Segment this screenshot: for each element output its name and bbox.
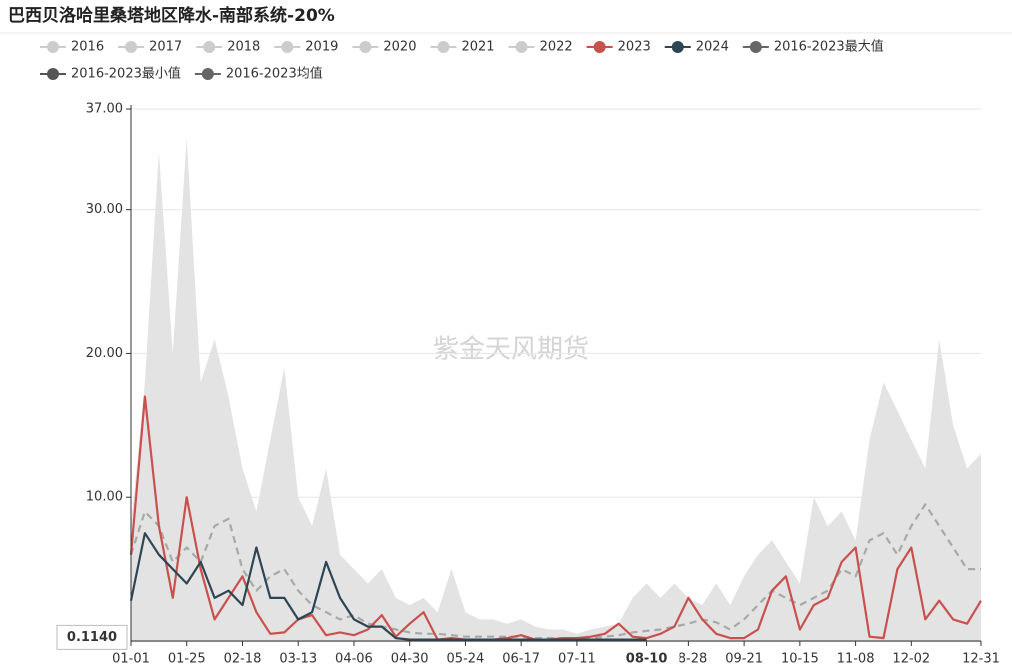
legend-item[interactable]: 2018 (196, 40, 260, 55)
x-tick-label: 09-21 (725, 652, 763, 667)
y-pointer-box (56, 624, 128, 650)
legend-label: 2016-2023最小值 (71, 66, 181, 82)
legend-marker (203, 41, 216, 53)
x-tick-label: 12-31 (962, 652, 1000, 667)
legend-label: 2024 (696, 40, 729, 55)
legend-marker (593, 41, 606, 53)
legend-item[interactable]: 2021 (430, 40, 495, 55)
x-tick-label: 01-25 (168, 652, 206, 667)
x-tick-label: 01-01 (112, 652, 150, 667)
legend-item[interactable]: 2024 (664, 40, 729, 55)
x-pointer-label: 08-10 (626, 652, 668, 667)
x-tick-label: 10-15 (781, 652, 819, 667)
y-tick-label: 37.00 (86, 102, 123, 117)
legend-item[interactable]: 2023 (586, 40, 651, 55)
x-tick-label: 12-02 (892, 652, 930, 667)
x-tick-label: 03-13 (279, 652, 317, 667)
legend-marker (671, 41, 684, 53)
legend-item[interactable]: 2016-2023最小值 (40, 66, 181, 82)
legend-item[interactable]: 2022 (508, 40, 573, 55)
y-tick-label: 30.00 (86, 202, 123, 217)
max-area (131, 137, 981, 642)
x-tick-label: 06-17 (502, 652, 540, 667)
legend-item[interactable]: 2016-2023均值 (194, 66, 323, 82)
legend-label: 2016 (71, 40, 104, 55)
watermark: 紫金天风期货 (433, 335, 589, 365)
legend-marker (125, 41, 138, 53)
legend-marker (515, 41, 528, 53)
y-pointer-label: 0.1140 (67, 630, 117, 645)
y-tick-label: 10.00 (86, 490, 123, 505)
plot (129, 137, 982, 643)
x-tick-label: 04-30 (391, 652, 429, 667)
series-line (129, 532, 647, 641)
legend-label: 2017 (149, 40, 182, 55)
legend-marker (47, 41, 59, 53)
x-tick-label: 04-06 (335, 652, 373, 667)
series-line (129, 503, 981, 640)
x-tick-label: 02-18 (224, 652, 262, 667)
x-tick-label: 11-08 (837, 652, 875, 667)
y-tick-label: 20.00 (86, 346, 123, 361)
legend-label: 2019 (305, 40, 338, 55)
x-tick-label: 07-11 (558, 652, 596, 667)
legend-label: 2018 (227, 40, 260, 55)
legend-item[interactable]: 2019 (274, 40, 338, 55)
x-pointer-box (613, 646, 680, 670)
legend-item[interactable]: 2017 (118, 40, 182, 55)
legend-marker (201, 68, 214, 80)
legend-label: 2016-2023均值 (226, 66, 323, 82)
chart-title: 巴西贝洛哈里桑塔地区降水-南部系统-20% (8, 5, 335, 26)
legend-marker (359, 41, 372, 53)
legend-label: 2020 (383, 40, 416, 55)
legend-label: 2016-2023最大值 (774, 39, 884, 55)
legend-item[interactable]: 2020 (352, 40, 416, 55)
legend-label: 2021 (461, 40, 494, 55)
legend-marker (749, 41, 762, 53)
legend-label: 2022 (540, 40, 573, 55)
legend-marker (281, 41, 294, 53)
legend-item[interactable]: 2016 (40, 40, 104, 55)
x-tick-label: 05-24 (447, 652, 485, 667)
legend-marker (47, 68, 59, 80)
legend-label: 2023 (618, 40, 651, 55)
legend-item[interactable]: 2016-2023最大值 (742, 39, 884, 55)
legend-marker (437, 41, 450, 53)
